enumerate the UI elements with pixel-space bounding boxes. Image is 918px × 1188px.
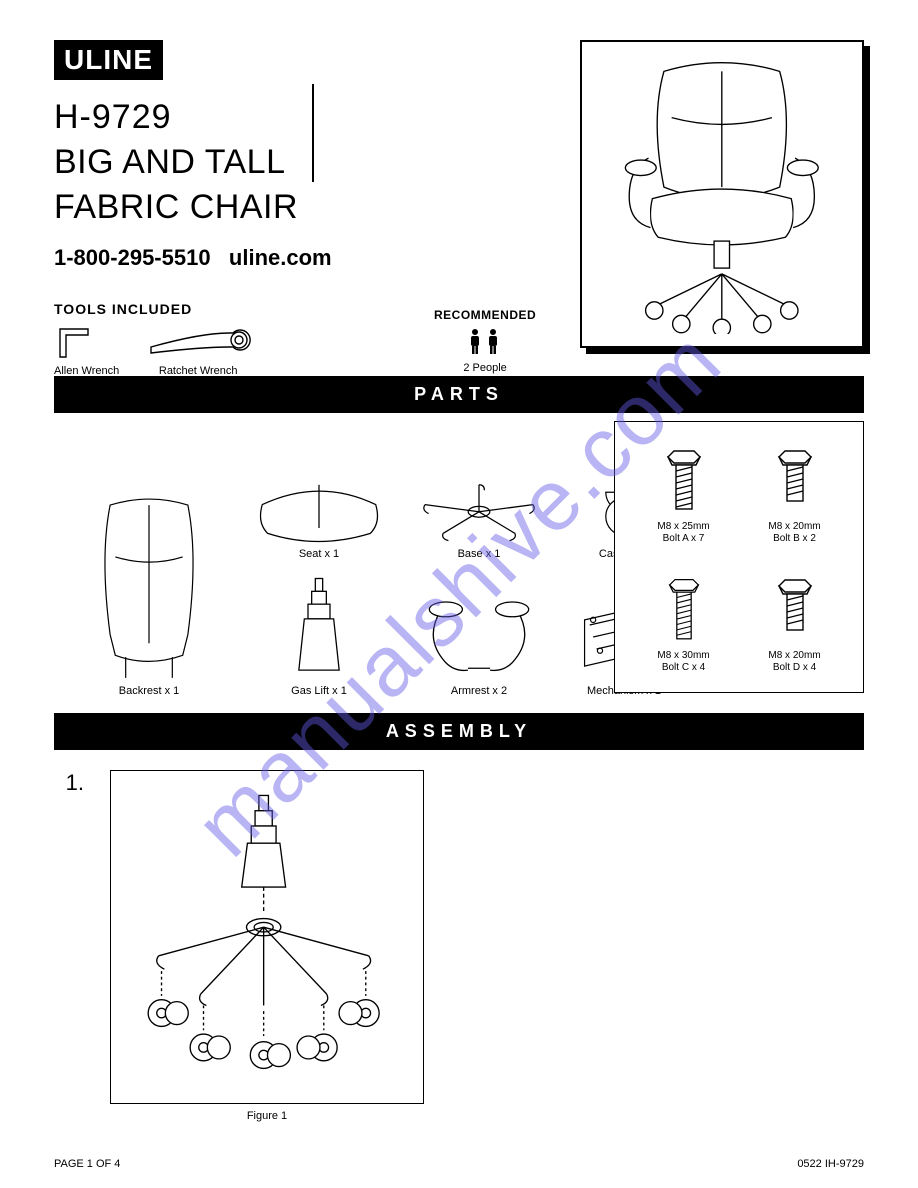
footer-left: PAGE 1 OF 4 (54, 1158, 120, 1170)
part-gas-lift: Gas Lift x 1 (244, 566, 394, 697)
hw-bolt-d: M8 x 20mmBolt D x 4 (744, 565, 845, 684)
people-icon (434, 328, 536, 360)
allen-wrench-icon (54, 323, 118, 363)
part-caption: Seat x 1 (299, 548, 339, 560)
hardware-label: Hardware (Actual Size) (751, 399, 864, 411)
tool-caption: Allen Wrench (54, 365, 119, 377)
part-caption: Backrest x 1 (119, 685, 180, 697)
hw-bolt-a: M8 x 25mmBolt A x 7 (633, 436, 734, 555)
hw-caption: M8 x 20mmBolt D x 4 (768, 650, 820, 673)
hw-bolt-b: M8 x 20mmBolt B x 2 (744, 436, 845, 555)
brand-logo: ULINE (54, 40, 163, 80)
recommended-caption: 2 People (434, 362, 536, 374)
domain-text: uline.com (229, 245, 332, 270)
ratchet-wrench-icon (143, 323, 253, 363)
part-caption: Base x 1 (458, 548, 501, 560)
part-base: Base x 1 (404, 429, 554, 560)
step-figure-wrap: Figure 1 (110, 770, 424, 1122)
section-bar-assembly: ASSEMBLY (54, 713, 864, 750)
chair-icon (593, 54, 851, 334)
part-armrest: Armrest x 2 (404, 566, 554, 697)
phone-text: 1-800-295-5510 (54, 245, 211, 270)
part-seat: Seat x 1 (244, 429, 394, 560)
model-text: H-9729 (54, 98, 172, 136)
recommended-label: RECOMMENDED (434, 308, 536, 322)
step-number: 1. (54, 770, 84, 796)
header-divider (312, 84, 314, 182)
section-bar-parts: PARTS (54, 376, 864, 413)
part-backrest: Backrest x 1 (64, 429, 234, 697)
footer-right: 0522 IH-9729 (797, 1158, 864, 1170)
hardware-box: M8 x 25mmBolt A x 7 M8 x 20mmBolt B x 2 (614, 421, 864, 693)
header: ULINE H-9729 BIG AND TALL FABRIC CHAIR 1… (54, 40, 864, 370)
hw-bolt-c: M8 x 30mmBolt C x 4 (633, 565, 734, 684)
assembly-section: 1. (54, 770, 864, 1122)
parts-section: Backrest x 1 Seat x 1 (54, 413, 864, 707)
tool-ratchet-wrench: Ratchet Wrench (143, 323, 253, 377)
hw-caption: M8 x 25mmBolt A x 7 (657, 521, 709, 544)
hw-caption: M8 x 20mmBolt B x 2 (768, 521, 820, 544)
recommended-block: RECOMMENDED 2 People (434, 308, 536, 374)
hardware-tick (739, 407, 740, 413)
part-caption: Armrest x 2 (451, 685, 507, 697)
part-caption: Gas Lift x 1 (291, 685, 347, 697)
hero-illustration (580, 40, 864, 348)
tool-allen-wrench: Allen Wrench (54, 323, 119, 377)
hw-caption: M8 x 30mmBolt C x 4 (657, 650, 709, 673)
footer: PAGE 1 OF 4 0522 IH-9729 (54, 1158, 864, 1170)
step-figure (110, 770, 424, 1104)
tool-caption: Ratchet Wrench (143, 365, 253, 377)
step-caption: Figure 1 (110, 1110, 424, 1122)
